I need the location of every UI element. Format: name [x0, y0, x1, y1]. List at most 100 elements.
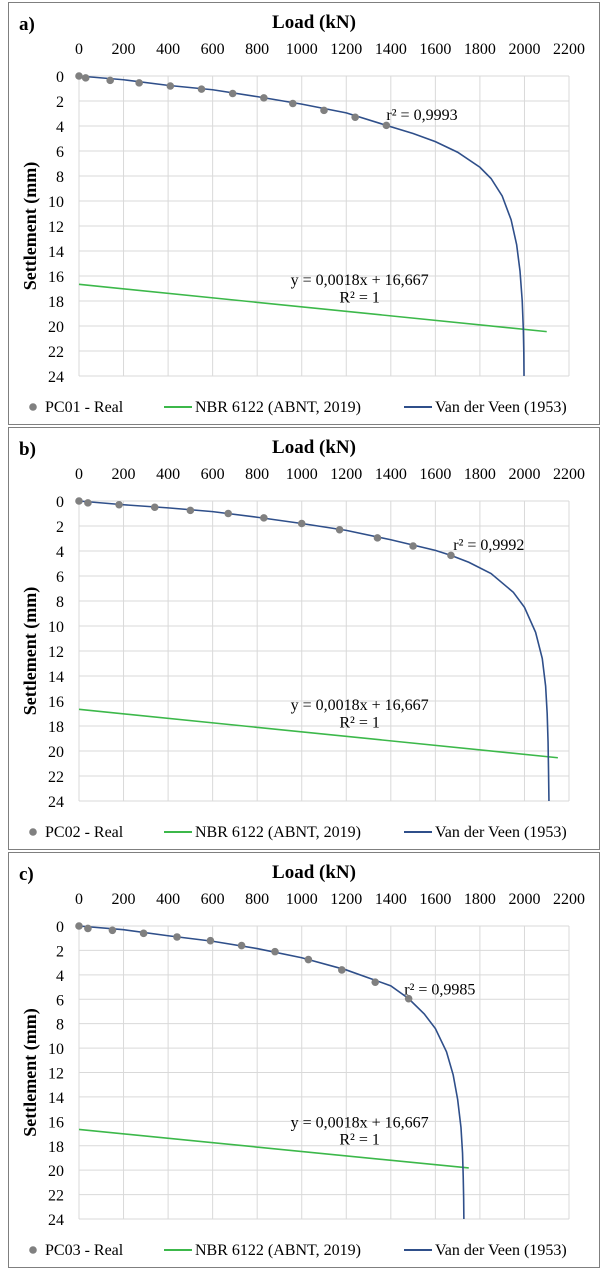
- y-tick-label: 10: [48, 1041, 64, 1058]
- annotation: y = 0,0018x + 16,667: [291, 697, 429, 714]
- data-point: [297, 519, 306, 528]
- legend-label: NBR 6122 (ABNT, 2019): [195, 824, 361, 841]
- data-point: [335, 525, 344, 534]
- x-tick-label: 1200: [330, 41, 362, 58]
- x-tick-label: 400: [156, 466, 180, 483]
- x-tick-label: 1400: [375, 466, 407, 483]
- x-tick-label: 200: [112, 41, 136, 58]
- x-tick-label: 1000: [286, 41, 318, 58]
- x-tick-label: 2200: [553, 466, 585, 483]
- y-tick-label: 10: [48, 619, 64, 636]
- y-tick-label: 22: [48, 769, 64, 786]
- data-point: [75, 922, 83, 930]
- y-tick-label: 22: [48, 344, 64, 361]
- x-tick-label: 2200: [553, 41, 585, 58]
- y-tick-label: 10: [48, 194, 64, 211]
- x-tick-label: 1000: [286, 891, 318, 908]
- data-point: [237, 941, 246, 950]
- y-tick-label: 16: [48, 694, 64, 711]
- y-tick-label: 6: [56, 144, 64, 161]
- x-tick-label: 800: [245, 891, 269, 908]
- data-point: [135, 79, 143, 87]
- y-tick-label: 6: [56, 569, 64, 586]
- data-point: [224, 509, 233, 518]
- data-point: [75, 497, 83, 505]
- y-tick-label: 24: [48, 369, 64, 386]
- x-tick-label: 1200: [330, 466, 362, 483]
- y-tick-label: 6: [56, 992, 64, 1009]
- data-point: [139, 929, 148, 938]
- x-axis-title: Load (kN): [272, 437, 356, 458]
- data-point: [371, 978, 380, 986]
- y-tick-label: 8: [56, 169, 64, 186]
- chart-svg-c: c) Load (kN)Settlement (mm)0 200 400 600 800 1…: [19, 862, 585, 1259]
- x-tick-label: 1600: [419, 891, 451, 908]
- x-tick-label: 600: [201, 466, 225, 483]
- y-tick-label: 18: [48, 1139, 64, 1156]
- data-point: [108, 926, 117, 935]
- data-point: [166, 82, 175, 90]
- data-point: [150, 503, 159, 512]
- data-point: [84, 924, 92, 933]
- y-tick-label: 4: [56, 968, 64, 985]
- panel-label: c): [19, 864, 34, 885]
- y-axis-title: Settlement (mm): [20, 587, 41, 715]
- chart-panel-c: c) Load (kN) Settlement (mm) 0 200 400 600 800 1…: [8, 852, 600, 1268]
- y-tick-label: 20: [48, 319, 64, 336]
- data-point: [260, 514, 268, 522]
- y-tick-label: 20: [48, 1163, 64, 1180]
- y-tick-label: 2: [56, 94, 64, 111]
- y-tick-label: 20: [48, 744, 64, 761]
- data-point: [75, 72, 83, 80]
- y-tick-label: 24: [48, 794, 64, 811]
- annotation: y = 0,0018x + 16,667: [291, 1114, 429, 1131]
- x-tick-label: 2200: [553, 891, 585, 908]
- y-axis-title: Settlement (mm): [20, 162, 41, 290]
- series-line-1: [78, 708, 558, 759]
- data-point: [271, 947, 279, 956]
- data-point: [206, 936, 215, 945]
- data-point: [173, 933, 181, 941]
- x-tick-label: 400: [156, 891, 180, 908]
- y-tick-label: 14: [48, 244, 64, 261]
- x-tick-label: 1800: [464, 891, 496, 908]
- y-tick-label: 8: [56, 594, 64, 611]
- data-point: [304, 955, 313, 964]
- y-tick-label: 16: [48, 1114, 64, 1131]
- data-point: [81, 74, 90, 82]
- x-tick-label: 200: [112, 466, 136, 483]
- series-line-1: [78, 283, 547, 333]
- annotation: r² = 0,9993: [386, 107, 457, 124]
- x-tick-label: 1800: [464, 41, 496, 58]
- y-tick-label: 4: [56, 119, 64, 136]
- y-tick-label: 0: [56, 494, 64, 511]
- data-point: [373, 534, 382, 542]
- legend-label: PC01 - Real: [45, 399, 124, 416]
- data-point: [409, 542, 417, 550]
- y-tick-label: 14: [48, 669, 64, 686]
- chart-panel-b: b) Load (kN) Settlement (mm) 0 200 400 600 800 1…: [8, 427, 600, 850]
- series-line-2: [78, 75, 525, 377]
- data-point: [404, 994, 413, 1003]
- x-tick-label: 0: [75, 891, 83, 908]
- x-tick-label: 1200: [330, 891, 362, 908]
- data-point: [115, 500, 123, 509]
- data-point: [351, 113, 359, 122]
- data-point: [186, 506, 195, 515]
- x-tick-label: 800: [245, 41, 269, 58]
- y-tick-label: 0: [56, 69, 64, 86]
- panel-label: a): [19, 14, 35, 35]
- legend-label: Van der Veen (1953): [435, 1242, 567, 1259]
- y-tick-label: 2: [56, 519, 64, 536]
- legend-label: NBR 6122 (ABNT, 2019): [195, 1242, 361, 1259]
- x-tick-label: 600: [201, 891, 225, 908]
- y-tick-label: 16: [48, 269, 64, 286]
- legend-label: NBR 6122 (ABNT, 2019): [195, 399, 361, 416]
- x-tick-label: 0: [75, 41, 83, 58]
- data-point: [289, 99, 297, 108]
- x-tick-label: 2000: [508, 466, 540, 483]
- x-tick-label: 2000: [508, 41, 540, 58]
- y-tick-label: 18: [48, 294, 64, 311]
- data-point: [106, 76, 114, 85]
- y-tick-label: 0: [56, 919, 64, 936]
